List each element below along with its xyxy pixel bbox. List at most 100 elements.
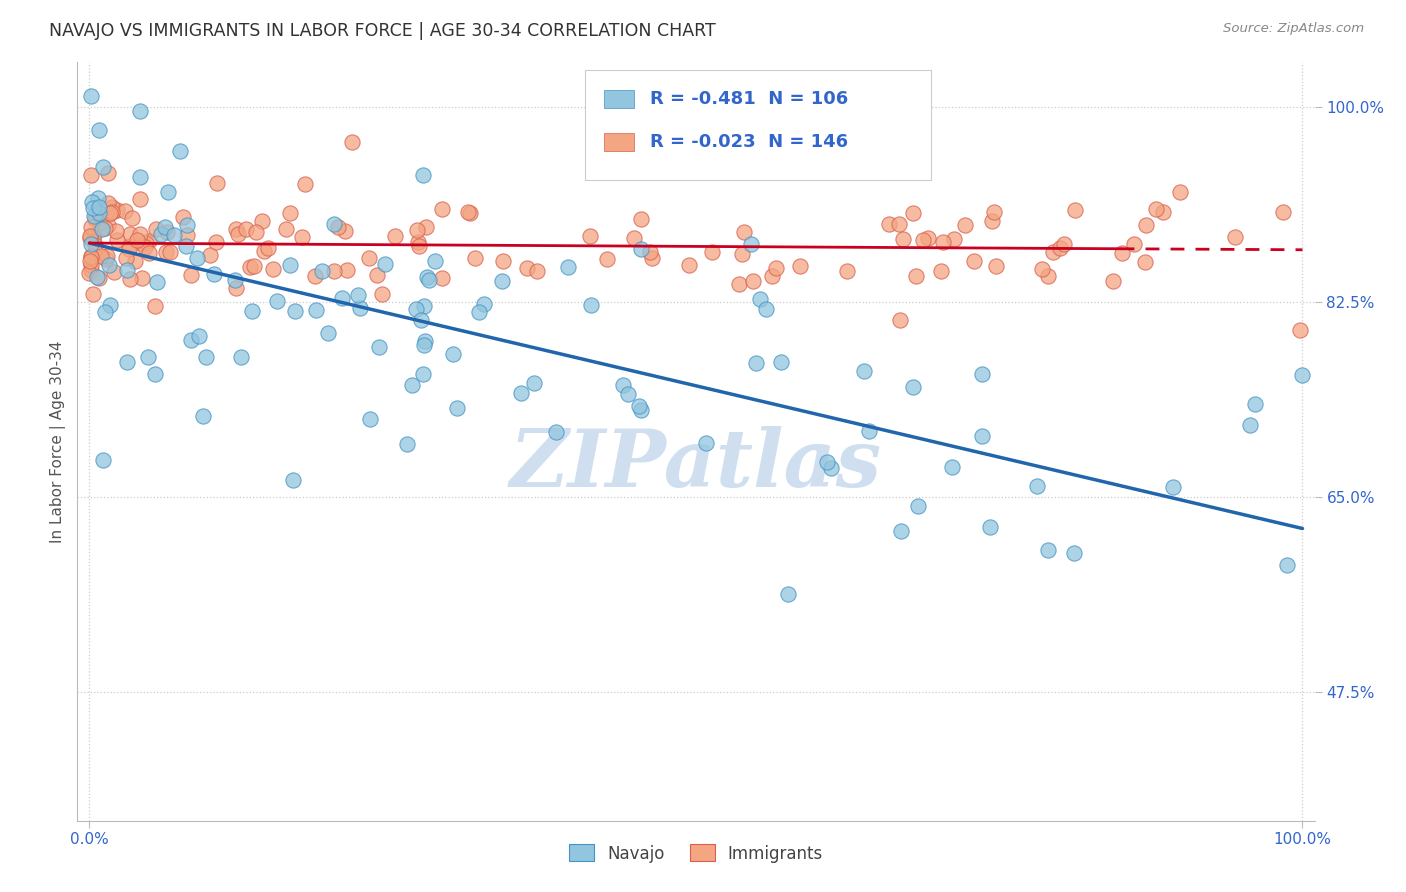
Point (413, 338, 436, 352)
Point (347, 287, 370, 301)
Point (1223, 230, 1246, 244)
Point (200, 248, 222, 262)
Point (981, 214, 1004, 228)
Point (887, 217, 910, 231)
Point (281, 474, 304, 488)
Point (79, 230, 101, 244)
Point (304, 269, 326, 284)
Point (278, 258, 301, 272)
Point (101, 200, 124, 214)
Point (1042, 245, 1064, 260)
Point (932, 235, 955, 249)
Point (83, 212, 105, 227)
Point (83, 209, 105, 223)
Point (89, 215, 111, 229)
Point (579, 298, 602, 312)
Point (202, 268, 225, 282)
Point (457, 204, 479, 219)
Point (97, 218, 120, 232)
Point (510, 386, 533, 401)
Point (80, 258, 103, 272)
Point (80, 249, 103, 263)
Point (425, 254, 447, 268)
Point (330, 292, 353, 306)
Point (94, 221, 117, 235)
Point (278, 206, 301, 220)
Point (769, 355, 792, 369)
Point (128, 103, 150, 118)
Point (741, 274, 763, 288)
Point (557, 260, 579, 274)
Point (316, 326, 339, 340)
Point (305, 303, 328, 318)
Point (276, 221, 298, 235)
Point (907, 500, 929, 514)
Point (406, 223, 429, 237)
Point (115, 354, 138, 368)
Point (1122, 236, 1144, 251)
Point (262, 261, 284, 276)
Point (765, 261, 787, 276)
Point (630, 212, 652, 227)
Point (146, 276, 169, 290)
Point (468, 305, 491, 319)
Point (1135, 218, 1157, 232)
Point (984, 260, 1007, 274)
Point (311, 264, 333, 278)
Point (430, 202, 453, 217)
Point (96, 249, 118, 263)
Point (131, 235, 153, 250)
Point (121, 211, 143, 225)
Point (523, 376, 546, 390)
Point (191, 409, 214, 424)
Point (156, 226, 179, 240)
Point (408, 239, 430, 253)
Point (138, 235, 160, 249)
Point (135, 236, 157, 251)
Point (1063, 203, 1085, 218)
Point (979, 520, 1001, 534)
Point (118, 242, 141, 256)
Point (180, 268, 202, 282)
Point (186, 252, 208, 266)
Point (1133, 255, 1156, 269)
Point (176, 227, 198, 242)
Point (195, 351, 218, 365)
Text: R = -0.023  N = 146: R = -0.023 N = 146 (650, 133, 848, 151)
Point (245, 226, 267, 240)
Point (87, 206, 110, 220)
Point (912, 233, 935, 247)
Point (253, 244, 276, 258)
Point (235, 221, 257, 235)
Point (953, 219, 976, 233)
Point (80, 168, 103, 182)
Point (172, 210, 194, 224)
Point (1163, 480, 1185, 494)
Point (90, 222, 112, 236)
Point (240, 303, 263, 318)
Point (371, 287, 394, 301)
Point (627, 399, 650, 413)
Text: NAVAJO VS IMMIGRANTS IN LABOR FORCE | AGE 30-34 CORRELATION CHART: NAVAJO VS IMMIGRANTS IN LABOR FORCE | AG… (49, 22, 716, 40)
Point (412, 168, 434, 182)
Point (323, 217, 346, 231)
Point (207, 176, 229, 190)
Point (90, 249, 112, 263)
Point (174, 239, 197, 253)
Point (789, 259, 811, 273)
Point (406, 235, 429, 249)
Point (134, 240, 156, 254)
Point (441, 347, 464, 361)
Point (395, 437, 418, 451)
Point (128, 192, 150, 206)
Point (231, 350, 253, 364)
Point (901, 379, 924, 393)
Point (415, 220, 437, 235)
Point (105, 233, 128, 247)
Point (87, 191, 110, 205)
Point (1170, 185, 1192, 199)
Point (596, 252, 619, 267)
Point (328, 220, 350, 235)
Point (96, 252, 118, 266)
Point (118, 272, 141, 286)
